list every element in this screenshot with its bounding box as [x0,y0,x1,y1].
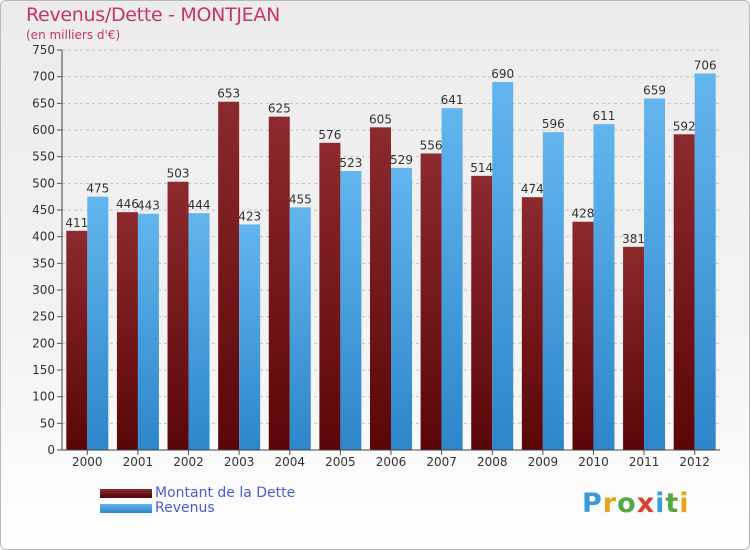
data-label-dette-2006: 605 [369,112,392,126]
y-tick-label: 550 [32,150,55,164]
data-label-dette-2007: 556 [420,138,443,152]
y-tick-label: 250 [32,310,55,324]
x-tick-label: 2009 [528,455,559,469]
data-label-dette-2000: 411 [65,216,88,230]
data-label-dette-2009: 474 [521,182,544,196]
y-tick-label: 450 [32,203,55,217]
legend-label-revenus: Revenus [155,500,215,516]
chart-subtitle: (en milliers d'€) [26,28,121,42]
y-tick-label: 700 [32,70,55,84]
data-label-revenus-2000: 475 [86,182,109,196]
legend-swatch-debt [100,489,152,498]
bar-revenus-2001 [137,213,159,450]
data-label-dette-2004: 625 [268,102,291,116]
y-tick-label: 300 [32,283,55,297]
data-label-dette-2003: 653 [217,87,240,101]
bar-dette-2005 [319,142,341,451]
y-tick-label: 750 [32,43,55,57]
bar-dette-2012 [673,134,695,450]
bar-revenus-2000 [87,196,109,450]
y-tick-label: 350 [32,256,55,270]
bar-dette-2003 [218,101,240,450]
x-tick-label: 2002 [173,455,204,469]
bar-revenus-2009 [542,132,564,450]
data-label-revenus-2010: 611 [593,109,616,123]
data-label-revenus-2008: 690 [491,67,514,81]
bar-dette-2000 [66,230,88,450]
data-label-dette-2011: 381 [622,232,645,246]
x-tick-label: 2010 [578,455,609,469]
y-tick-label: 100 [32,390,55,404]
x-tick-label: 2008 [477,455,508,469]
bar-dette-2008 [471,175,493,450]
legend-swatch-revenus [100,504,152,513]
data-label-revenus-2005: 523 [339,156,362,170]
bar-revenus-2002 [188,213,210,450]
data-label-dette-2008: 514 [470,161,493,175]
bar-dette-2004 [268,116,290,451]
data-label-dette-2012: 592 [673,119,696,133]
data-label-revenus-2003: 423 [238,209,261,223]
bar-revenus-2011 [644,98,666,451]
logo-letter: t [665,488,680,519]
data-label-revenus-2006: 529 [390,153,413,167]
bar-revenus-2005 [340,171,362,451]
y-tick-label: 150 [32,363,55,377]
x-tick-label: 2001 [123,455,154,469]
logo-letter: i [655,488,666,519]
logo-letter: i [679,488,690,519]
logo-letter: P [582,488,603,519]
data-label-dette-2002: 503 [167,167,190,181]
bar-revenus-2010 [593,124,615,450]
bar-revenus-2003 [239,224,261,450]
data-label-revenus-2007: 641 [441,93,464,107]
x-tick-label: 2003 [224,455,255,469]
bar-revenus-2007 [441,108,463,450]
bar-dette-2002 [167,181,189,450]
y-tick-label: 0 [47,443,55,457]
x-tick-label: 2012 [679,455,710,469]
bar-dette-2011 [623,246,645,450]
data-label-dette-2010: 428 [572,207,595,221]
bar-revenus-2004 [289,207,311,450]
data-label-revenus-2002: 444 [188,198,211,212]
bar-dette-2006 [370,127,391,450]
y-tick-label: 200 [32,336,55,350]
bar-dette-2007 [420,153,442,450]
proxiti-logo: Proxiti [582,488,690,519]
bar-revenus-2012 [694,73,716,450]
x-tick-label: 2007 [426,455,457,469]
data-label-revenus-2001: 443 [137,199,160,213]
chart-title: Revenus/Dette - MONTJEAN [26,4,280,26]
logo-letter: o [617,488,637,519]
data-label-revenus-2004: 455 [289,192,312,206]
logo-letter: x [636,488,656,519]
bar-dette-2001 [116,212,138,450]
logo-letter: r [602,488,618,519]
bar-dette-2010 [572,221,594,450]
y-tick-label: 650 [32,96,55,110]
x-tick-label: 2000 [72,455,103,469]
y-tick-label: 400 [32,230,55,244]
data-label-dette-2005: 576 [318,128,341,142]
y-tick-label: 500 [32,176,55,190]
bar-dette-2009 [521,197,543,450]
legend-label-debt: Montant de la Dette [155,485,296,501]
bar-revenus-2006 [391,167,412,450]
x-tick-label: 2004 [274,455,305,469]
y-tick-label: 600 [32,123,55,137]
data-label-dette-2001: 446 [116,197,139,211]
x-tick-label: 2011 [629,455,660,469]
bar-revenus-2008 [492,82,514,450]
data-label-revenus-2009: 596 [542,117,565,131]
x-tick-label: 2006 [376,455,407,469]
data-label-revenus-2011: 659 [643,84,666,98]
x-tick-label: 2005 [325,455,356,469]
y-tick-label: 50 [40,416,55,430]
data-label-revenus-2012: 706 [694,58,717,72]
